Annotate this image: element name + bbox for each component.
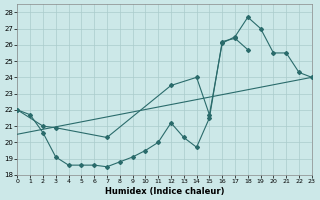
X-axis label: Humidex (Indice chaleur): Humidex (Indice chaleur) [105,187,224,196]
